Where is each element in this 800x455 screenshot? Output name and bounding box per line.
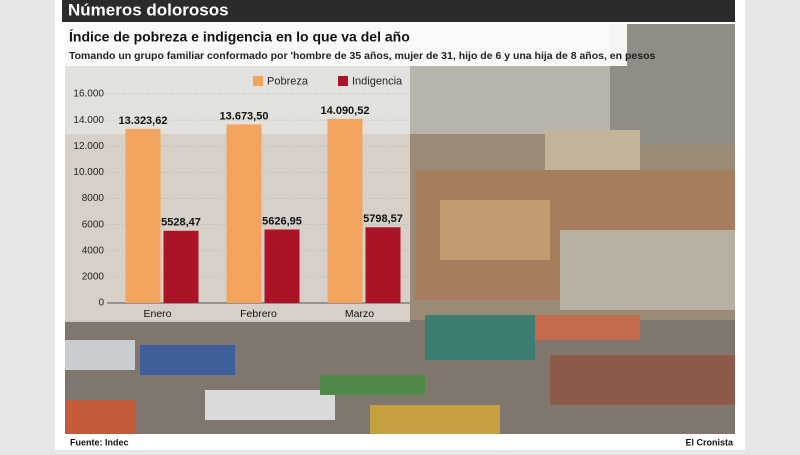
header-bar: [62, 0, 735, 22]
source: Fuente: Indec: [70, 437, 129, 447]
chart-title: Índice de pobreza e indigencia en lo que…: [69, 29, 410, 45]
y-tick-label: 0: [98, 298, 104, 309]
x-tick-label: Marzo: [345, 308, 374, 320]
x-tick-label: Enero: [143, 308, 171, 320]
header: Números dolorosos: [68, 0, 229, 19]
y-tick-label: 4000: [82, 245, 105, 256]
value-label: 14.090,52: [321, 105, 370, 117]
bar: [163, 230, 199, 303]
x-tick-label: Febrero: [240, 308, 277, 320]
bar: [125, 128, 161, 303]
y-tick-label: 8000: [82, 193, 105, 204]
y-tick-label: 10.000: [73, 167, 104, 178]
legend-label: Pobreza: [267, 75, 309, 87]
value-label: 5798,57: [363, 213, 403, 225]
value-label: 13.323,62: [119, 115, 168, 127]
legend-label: Indigencia: [352, 75, 403, 87]
bar: [264, 229, 300, 303]
y-tick-label: 12.000: [73, 141, 104, 152]
value-label: 5528,47: [161, 217, 201, 229]
bar: [226, 124, 262, 303]
title-box: [65, 24, 627, 66]
y-tick-label: 6000: [82, 219, 105, 230]
legend-swatch: [253, 76, 263, 86]
value-label: 13.673,50: [220, 110, 269, 122]
y-tick-label: 16.000: [73, 89, 104, 100]
bar: [365, 227, 401, 303]
legend-swatch: [338, 76, 348, 86]
value-label: 5626,95: [262, 215, 302, 227]
y-tick-label: 2000: [82, 272, 105, 283]
bar: [327, 118, 363, 303]
y-tick-label: 14.000: [73, 115, 104, 126]
chart-subtitle: Tomando un grupo familiar conformado por…: [69, 50, 655, 62]
brand: El Cronista: [685, 437, 734, 447]
